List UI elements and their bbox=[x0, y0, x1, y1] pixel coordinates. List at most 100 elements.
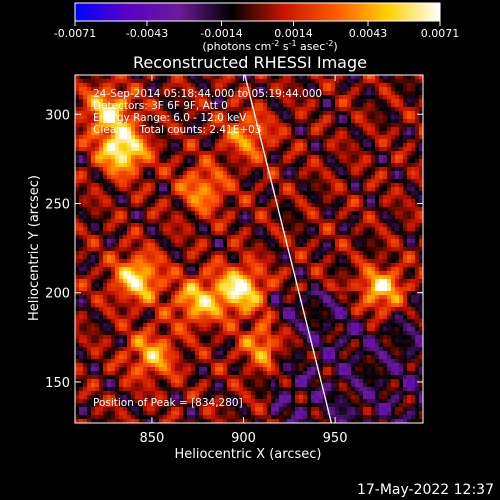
heatmap-cell bbox=[279, 259, 284, 264]
heatmap-cell bbox=[291, 135, 296, 140]
heatmap-cell bbox=[143, 267, 148, 272]
heatmap-cell bbox=[283, 231, 288, 236]
heatmap-cell bbox=[299, 143, 304, 148]
heatmap-cell bbox=[407, 267, 412, 272]
heatmap-cell bbox=[283, 275, 288, 280]
heatmap-cell bbox=[403, 215, 408, 220]
heatmap-cell bbox=[187, 295, 192, 300]
heatmap-cell bbox=[115, 83, 120, 88]
heatmap-cell bbox=[147, 195, 152, 200]
heatmap-cell bbox=[395, 191, 400, 196]
heatmap-cell bbox=[415, 87, 420, 92]
heatmap-cell bbox=[323, 275, 328, 280]
heatmap-cell bbox=[383, 155, 388, 160]
heatmap-cell bbox=[303, 299, 308, 304]
heatmap-cell bbox=[227, 171, 232, 176]
heatmap-cell bbox=[323, 259, 328, 264]
heatmap-cell bbox=[227, 243, 232, 248]
heatmap-cell bbox=[199, 239, 204, 244]
heatmap-cell bbox=[283, 259, 288, 264]
heatmap-cell bbox=[419, 119, 423, 124]
heatmap-cell bbox=[163, 143, 168, 148]
heatmap-cell bbox=[371, 263, 376, 268]
heatmap-cell bbox=[399, 99, 404, 104]
heatmap-cell bbox=[287, 83, 292, 88]
heatmap-cell bbox=[87, 295, 92, 300]
heatmap-cell bbox=[171, 191, 176, 196]
heatmap-cell bbox=[119, 155, 124, 160]
heatmap-cell bbox=[363, 251, 368, 256]
heatmap-cell bbox=[95, 191, 100, 196]
heatmap-cell bbox=[243, 195, 248, 200]
heatmap-cell bbox=[139, 115, 144, 120]
heatmap-cell bbox=[135, 303, 140, 308]
heatmap-cell bbox=[235, 143, 240, 148]
heatmap-cell bbox=[407, 191, 412, 196]
heatmap-cell bbox=[227, 163, 232, 168]
heatmap-cell bbox=[291, 163, 296, 168]
heatmap-cell bbox=[399, 91, 404, 96]
heatmap-cell bbox=[139, 175, 144, 180]
heatmap-cell bbox=[131, 95, 136, 100]
heatmap-cell bbox=[363, 151, 368, 156]
heatmap-cell bbox=[207, 251, 212, 256]
heatmap-cell bbox=[363, 247, 368, 252]
heatmap-cell bbox=[179, 123, 184, 128]
heatmap-cell bbox=[235, 131, 240, 136]
heatmap-cell bbox=[271, 159, 276, 164]
heatmap-cell bbox=[327, 147, 332, 152]
heatmap-cell bbox=[311, 91, 316, 96]
heatmap-cell bbox=[339, 75, 344, 80]
heatmap-cell bbox=[143, 259, 148, 264]
heatmap-cell bbox=[339, 135, 344, 140]
heatmap-cell bbox=[251, 195, 256, 200]
heatmap-cell bbox=[103, 251, 108, 256]
heatmap-cell bbox=[375, 183, 380, 188]
heatmap-cell bbox=[119, 291, 124, 296]
heatmap-cell bbox=[367, 199, 372, 204]
heatmap-cell bbox=[123, 75, 128, 80]
heatmap-cell bbox=[123, 223, 128, 228]
heatmap-cell bbox=[239, 203, 244, 208]
heatmap-cell bbox=[391, 251, 396, 256]
heatmap-cell bbox=[363, 175, 368, 180]
heatmap-cell bbox=[315, 267, 320, 272]
heatmap-cell bbox=[131, 283, 136, 288]
heatmap-cell bbox=[231, 255, 236, 260]
heatmap-cell bbox=[355, 111, 360, 116]
heatmap-cell bbox=[215, 239, 220, 244]
heatmap-cell bbox=[255, 199, 260, 204]
heatmap-cell bbox=[199, 179, 204, 184]
heatmap-cell bbox=[379, 207, 384, 212]
heatmap-cell bbox=[359, 119, 364, 124]
heatmap-cell bbox=[155, 215, 160, 220]
heatmap-cell bbox=[95, 179, 100, 184]
heatmap-cell bbox=[171, 87, 176, 92]
heatmap-cell bbox=[123, 167, 128, 172]
heatmap-cell bbox=[151, 235, 156, 240]
heatmap-cell bbox=[87, 99, 92, 104]
heatmap-cell bbox=[95, 207, 100, 212]
heatmap-cell bbox=[355, 199, 360, 204]
heatmap-cell bbox=[295, 271, 300, 276]
heatmap-cell bbox=[295, 167, 300, 172]
heatmap-cell bbox=[95, 159, 100, 164]
heatmap-cell bbox=[271, 199, 276, 204]
heatmap-cell bbox=[315, 227, 320, 232]
heatmap-cell bbox=[179, 159, 184, 164]
heatmap-cell bbox=[315, 271, 320, 276]
heatmap-cell bbox=[119, 203, 124, 208]
heatmap-cell bbox=[291, 207, 296, 212]
heatmap-cell bbox=[235, 83, 240, 88]
heatmap-cell bbox=[347, 243, 352, 248]
heatmap-cell bbox=[151, 87, 156, 92]
heatmap-cell bbox=[187, 99, 192, 104]
heatmap-cell bbox=[175, 151, 180, 156]
heatmap-cell bbox=[167, 235, 172, 240]
heatmap-cell bbox=[315, 103, 320, 108]
heatmap-cell bbox=[183, 235, 188, 240]
heatmap-cell bbox=[187, 255, 192, 260]
heatmap-cell bbox=[307, 147, 312, 152]
heatmap-cell bbox=[155, 79, 160, 84]
heatmap-cell bbox=[163, 87, 168, 92]
